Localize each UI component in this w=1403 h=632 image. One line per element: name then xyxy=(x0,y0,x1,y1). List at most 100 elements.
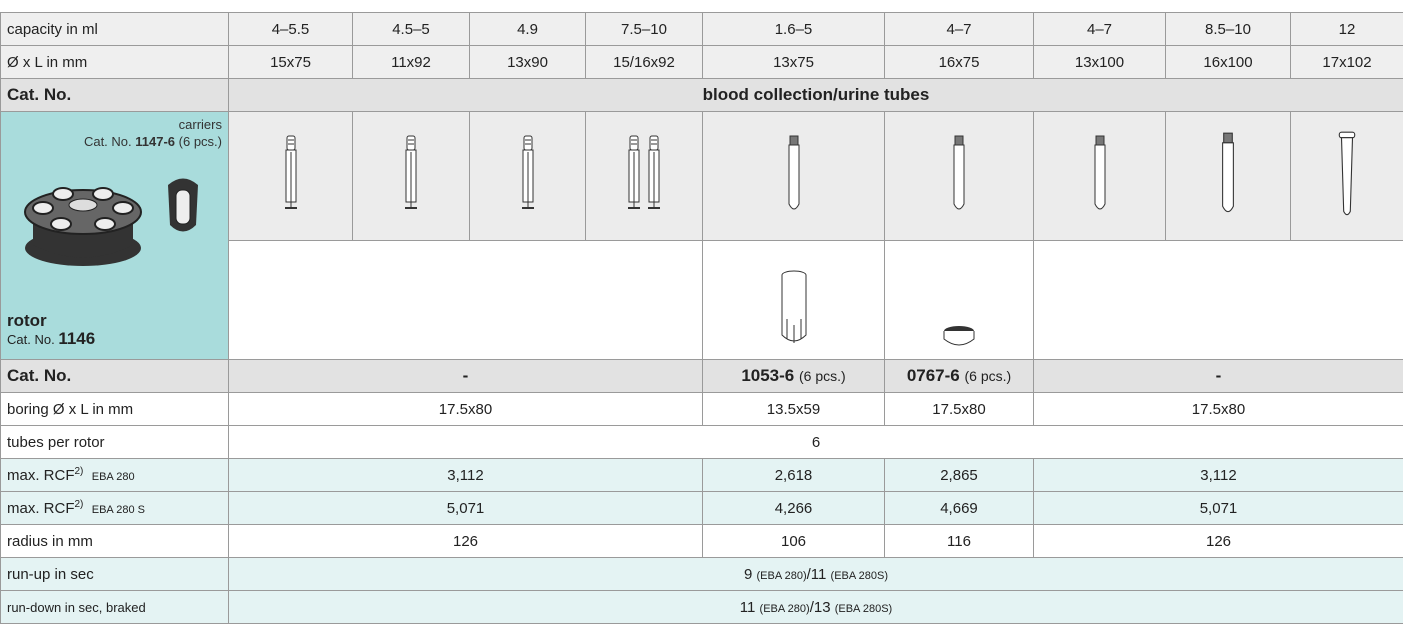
cell: 126 xyxy=(229,525,703,558)
cell: 17.5x80 xyxy=(229,393,703,426)
cell: 15/16x92 xyxy=(586,46,703,79)
cell: 5,071 xyxy=(229,492,703,525)
cell: - xyxy=(229,360,703,393)
rotor-label: rotor xyxy=(7,312,95,330)
capacity-row: capacity in ml 4–5.5 4.5–5 4.9 7.5–10 1.… xyxy=(1,13,1403,46)
model: EBA 280 S xyxy=(92,504,145,516)
page: body { margin: 0; width: 1403px; height:… xyxy=(0,0,1403,632)
cell: 4–5.5 xyxy=(229,13,353,46)
rcf-row: max. RCF2) EBA 280 S 5,071 4,266 4,669 5… xyxy=(1,492,1403,525)
adapter-cell xyxy=(703,241,885,360)
cat-prefix: Cat. No. xyxy=(7,332,55,347)
model: (EBA 280) xyxy=(760,603,810,615)
row-label: run-up in sec xyxy=(1,558,229,591)
cell: 8.5–10 xyxy=(1166,13,1291,46)
cell: 17.5x80 xyxy=(885,393,1034,426)
tube-cell xyxy=(470,112,586,241)
carriers-info: carriers Cat. No. 1147-6 (6 pcs.) xyxy=(84,116,222,150)
cat-number: 0767-6 xyxy=(907,366,960,385)
category-row: Cat. No. blood collection/urine tubes xyxy=(1,79,1403,112)
tube-cell xyxy=(1166,112,1291,241)
cell: 4–7 xyxy=(885,13,1034,46)
syringe-icon xyxy=(281,134,301,214)
cell: 15x75 xyxy=(229,46,353,79)
pieces: (6 pcs.) xyxy=(964,368,1011,384)
cell: 1.6–5 xyxy=(703,13,885,46)
cell: 5,071 xyxy=(1034,492,1403,525)
cell: 12 xyxy=(1291,13,1403,46)
run-up-row: run-up in sec 9 (EBA 280)/11 (EBA 280S) xyxy=(1,558,1403,591)
tube-icon xyxy=(948,134,970,214)
rotor-cat: Cat. No. 1146 xyxy=(7,330,95,349)
cell: 17x102 xyxy=(1291,46,1403,79)
adapter-cell xyxy=(885,241,1034,360)
adapter-icon xyxy=(779,269,809,349)
cat-number: 1147-6 xyxy=(135,134,175,149)
model: (EBA 280S) xyxy=(831,570,888,582)
cone-icon xyxy=(1336,129,1358,219)
tube-icon xyxy=(784,134,804,214)
cell: 9 (EBA 280)/11 (EBA 280S) xyxy=(229,558,1403,591)
row-label: radius in mm xyxy=(1,525,229,558)
carriers-cat: Cat. No. 1147-6 (6 pcs.) xyxy=(84,133,222,150)
rotor-info: rotor Cat. No. 1146 xyxy=(7,312,95,349)
cell: 2,865 xyxy=(885,459,1034,492)
spec-table: capacity in ml 4–5.5 4.5–5 4.9 7.5–10 1.… xyxy=(0,12,1403,624)
model: EBA 280 xyxy=(92,471,135,483)
row-label: max. RCF2) EBA 280 xyxy=(1,459,229,492)
category-name: blood collection/urine tubes xyxy=(229,79,1403,112)
cell: 4.5–5 xyxy=(353,13,470,46)
adapter-icon xyxy=(942,325,976,347)
row-label: boring Ø x L in mm xyxy=(1,393,229,426)
cell: 106 xyxy=(703,525,885,558)
cell: 13x90 xyxy=(470,46,586,79)
label-text: max. RCF xyxy=(7,500,75,517)
tube-cell xyxy=(1034,112,1166,241)
model: (EBA 280) xyxy=(756,570,806,582)
label-text: max. RCF xyxy=(7,467,75,484)
syringe-icon xyxy=(401,134,421,214)
tube-cell xyxy=(1291,112,1403,241)
tube-cell xyxy=(229,112,353,241)
tube-icon xyxy=(1090,131,1110,217)
tube-cell xyxy=(586,112,703,241)
syringe-icon xyxy=(624,134,644,214)
cell: 6 xyxy=(229,426,1403,459)
adapter-cat-row: Cat. No. - 1053-6 (6 pcs.) 0767-6 (6 pcs… xyxy=(1,360,1403,393)
row-label: Cat. No. xyxy=(1,79,229,112)
rotor-drawing xyxy=(13,160,213,270)
cell: 13x100 xyxy=(1034,46,1166,79)
rotor-cell: carriers Cat. No. 1147-6 (6 pcs.) rotor … xyxy=(1,112,229,360)
cell: 1053-6 (6 pcs.) xyxy=(703,360,885,393)
page-body: capacity in ml 4–5.5 4.5–5 4.9 7.5–10 1.… xyxy=(0,0,1403,632)
footnote: 2) xyxy=(75,466,84,477)
cell: 13.5x59 xyxy=(703,393,885,426)
empty-cell xyxy=(1034,241,1403,360)
model: (EBA 280S) xyxy=(835,603,892,615)
tube-cell xyxy=(885,112,1034,241)
carriers-label: carriers xyxy=(84,116,222,133)
cat-prefix: Cat. No. xyxy=(84,134,132,149)
tube-image-row: carriers Cat. No. 1147-6 (6 pcs.) rotor … xyxy=(1,112,1403,241)
value: 13 xyxy=(814,599,831,616)
row-label: tubes per rotor xyxy=(1,426,229,459)
cell: 3,112 xyxy=(229,459,703,492)
radius-row: radius in mm 126 106 116 126 xyxy=(1,525,1403,558)
cell: 4–7 xyxy=(1034,13,1166,46)
row-label: Cat. No. xyxy=(1,360,229,393)
tube-cell xyxy=(703,112,885,241)
syringe-icon xyxy=(644,134,664,214)
cell: 4,266 xyxy=(703,492,885,525)
cell: 11x92 xyxy=(353,46,470,79)
cell: 17.5x80 xyxy=(1034,393,1403,426)
cell: 13x75 xyxy=(703,46,885,79)
cell: 4.9 xyxy=(470,13,586,46)
run-down-row: run-down in sec, braked 11 (EBA 280)/13 … xyxy=(1,591,1403,624)
tube-icon xyxy=(1217,131,1239,217)
pieces: (6 pcs.) xyxy=(179,134,222,149)
row-label: max. RCF2) EBA 280 S xyxy=(1,492,229,525)
cell: 126 xyxy=(1034,525,1403,558)
dimension-row: Ø x L in mm 15x75 11x92 13x90 15/16x92 1… xyxy=(1,46,1403,79)
cat-number: 1053-6 xyxy=(741,366,794,385)
cat-number: 1146 xyxy=(58,329,95,348)
